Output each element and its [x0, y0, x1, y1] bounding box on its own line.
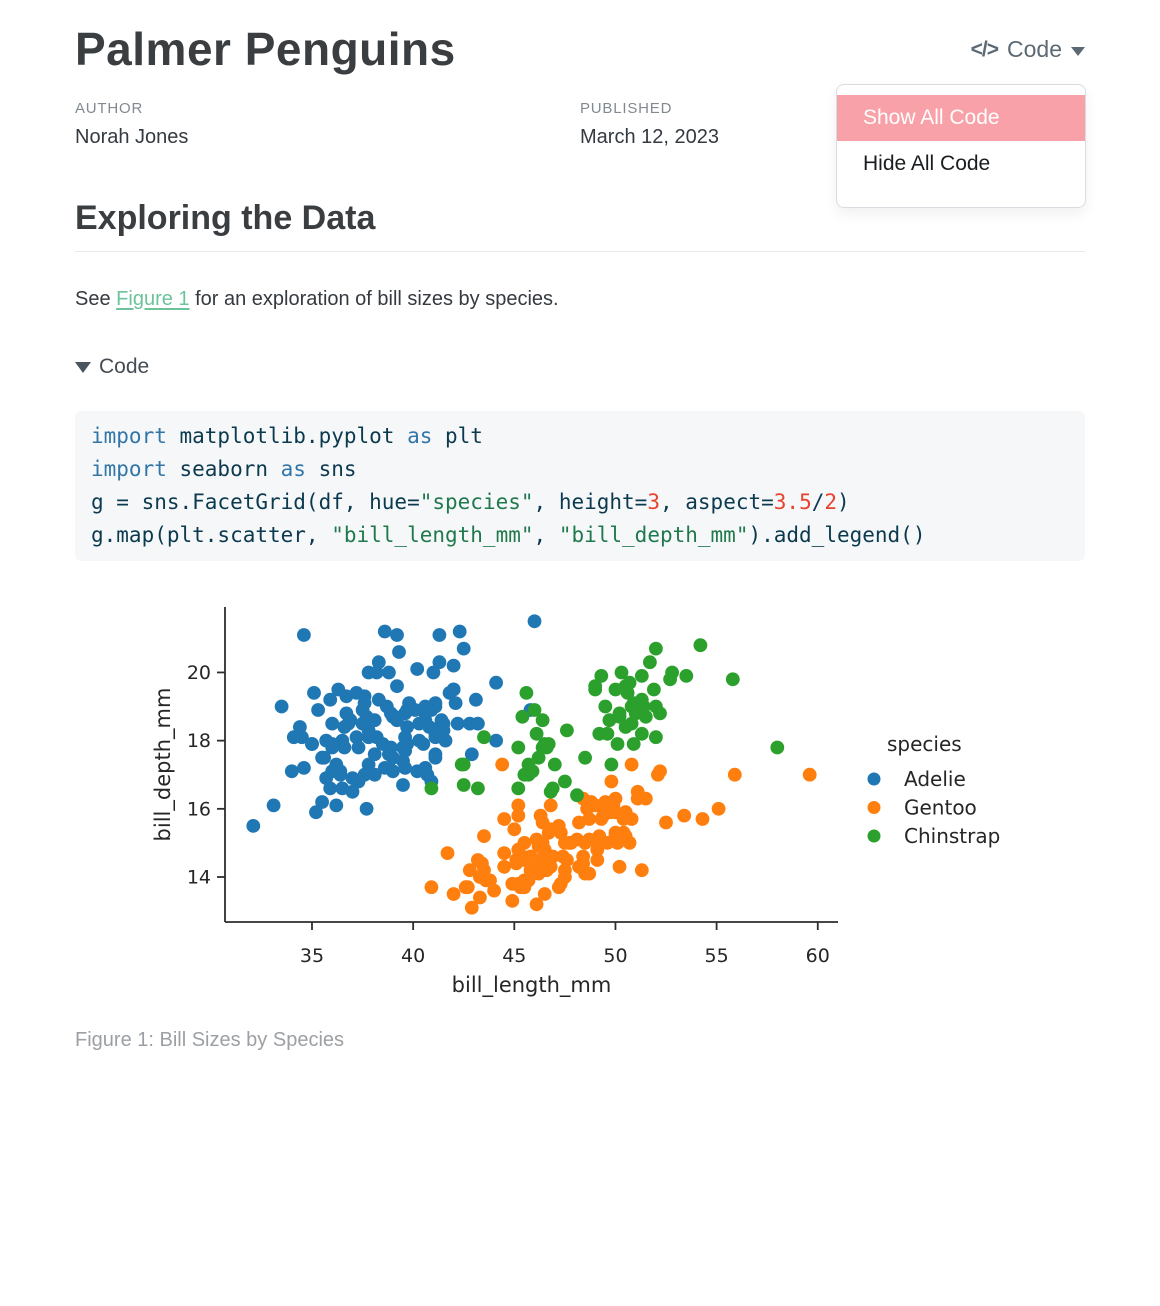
svg-text:60: 60	[806, 945, 830, 967]
svg-text:20: 20	[187, 662, 211, 684]
svg-text:18: 18	[187, 730, 211, 752]
code-icon: </>	[970, 37, 999, 61]
svg-text:Adelie: Adelie	[904, 767, 966, 791]
svg-text:35: 35	[300, 945, 324, 967]
code-menu-trigger[interactable]: </> Code	[971, 36, 1085, 63]
caret-down-icon	[1071, 46, 1085, 56]
svg-text:50: 50	[603, 945, 627, 967]
menu-item-hide-all-code[interactable]: Hide All Code	[863, 152, 991, 175]
series-chinstrap	[424, 638, 785, 803]
code-fold-toggle[interactable]: Code	[75, 355, 1085, 379]
code-block: import matplotlib.pyplot as plt import se…	[75, 411, 1085, 561]
section-divider	[75, 251, 1085, 252]
intro-prefix: See	[75, 288, 117, 310]
figure-caption: Figure 1: Bill Sizes by Species	[75, 1029, 345, 1051]
svg-text:16: 16	[187, 798, 211, 820]
menu-item-show-all-code[interactable]: Show All Code	[837, 95, 1085, 141]
code-menu-trigger-label: Code	[1007, 36, 1062, 62]
code-fold-label: Code	[99, 355, 150, 378]
svg-text:45: 45	[502, 945, 526, 967]
published-value: March 12, 2023	[580, 126, 719, 148]
figure-link[interactable]: Figure 1	[116, 288, 190, 310]
document-meta: AUTHOR Norah Jones PUBLISHED March 12, 2…	[75, 100, 1085, 149]
published-label: PUBLISHED	[580, 100, 673, 117]
code-dropdown-menu: Show All Code Hide All Code	[836, 84, 1086, 208]
svg-text:40: 40	[401, 945, 425, 967]
svg-text:species: species	[887, 732, 962, 756]
svg-text:14: 14	[187, 867, 211, 889]
author-value: Norah Jones	[75, 126, 189, 148]
author-label: AUTHOR	[75, 100, 144, 117]
section-title: Exploring the Data	[75, 199, 376, 237]
svg-text:55: 55	[705, 945, 729, 967]
svg-text:Gentoo: Gentoo	[904, 796, 977, 820]
disclosure-triangle-icon	[75, 361, 91, 373]
series-gentoo	[424, 757, 817, 915]
series-adelie	[246, 614, 542, 833]
svg-text:bill_length_mm: bill_length_mm	[452, 973, 612, 998]
intro-suffix: for an exploration of bill sizes by spec…	[189, 288, 559, 310]
svg-text:bill_depth_mm: bill_depth_mm	[151, 688, 176, 842]
scatter-plot: 35 40 45 50 55 60 14 16 18 20 bill_length_mm bill_d…	[151, 607, 1000, 998]
figure-1: 35 40 45 50 55 60 14 16 18 20 bill_length_mm bill_d…	[75, 590, 1085, 1052]
page-title: Palmer Penguins	[75, 23, 456, 75]
intro-paragraph: See Figure 1 for an exploration of bill …	[75, 288, 1085, 311]
svg-text:Chinstrap: Chinstrap	[904, 824, 1000, 848]
